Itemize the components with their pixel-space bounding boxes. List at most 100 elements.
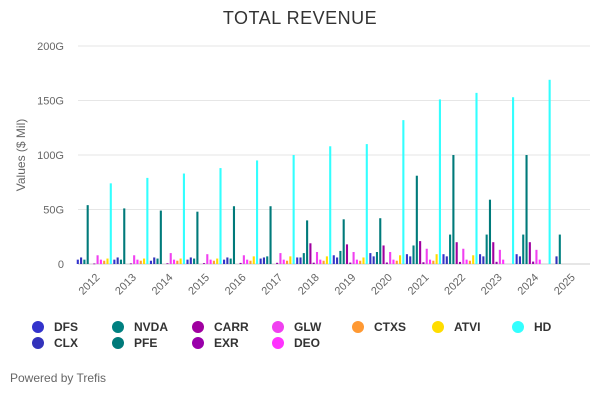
bar-nvda-2024[interactable] <box>522 234 525 264</box>
bar-clx-2020[interactable] <box>372 256 375 264</box>
bar-ctxs-2012[interactable] <box>103 260 106 264</box>
bar-ctxs-2022[interactable] <box>468 260 471 264</box>
bar-exr-2019[interactable] <box>349 262 352 264</box>
bar-dfs-2017[interactable] <box>259 258 262 264</box>
bar-deo-2019[interactable] <box>355 259 358 264</box>
bar-exr-2017[interactable] <box>276 262 279 264</box>
bar-nvda-2018[interactable] <box>302 253 305 264</box>
bar-atvi-2018[interactable] <box>325 256 328 264</box>
bar-atvi-2022[interactable] <box>472 255 475 264</box>
bar-deo-2016[interactable] <box>246 259 249 264</box>
bar-clx-2016[interactable] <box>226 257 229 264</box>
bar-pfe-2017[interactable] <box>269 206 272 264</box>
bar-dfs-2019[interactable] <box>332 255 335 264</box>
bar-ctxs-2020[interactable] <box>395 260 398 264</box>
bar-ctxs-2015[interactable] <box>212 260 215 264</box>
bar-pfe-2015[interactable] <box>196 211 199 264</box>
bar-clx-2014[interactable] <box>153 257 156 264</box>
bar-deo-2014[interactable] <box>172 259 176 264</box>
legend-item-clx[interactable]: CLX <box>32 335 112 351</box>
bar-glw-2023[interactable] <box>498 249 501 264</box>
bar-nvda-2015[interactable] <box>193 258 196 264</box>
bar-clx-2025[interactable] <box>555 256 558 264</box>
bar-atvi-2016[interactable] <box>252 256 255 264</box>
bar-ctxs-2018[interactable] <box>322 260 325 264</box>
bar-glw-2017[interactable] <box>279 253 282 264</box>
bar-nvda-2025[interactable] <box>558 234 561 264</box>
bar-carr-2020[interactable] <box>382 245 385 264</box>
bar-glw-2014[interactable] <box>169 253 172 264</box>
bar-dfs-2018[interactable] <box>296 257 299 264</box>
bar-hd-2014[interactable] <box>182 173 185 264</box>
bar-ctxs-2016[interactable] <box>249 260 252 264</box>
bar-deo-2022[interactable] <box>465 259 468 264</box>
bar-dfs-2021[interactable] <box>405 254 408 264</box>
bar-deo-2012[interactable] <box>99 259 102 264</box>
bar-exr-2022[interactable] <box>458 261 462 264</box>
bar-carr-2021[interactable] <box>419 241 422 264</box>
bar-clx-2024[interactable] <box>518 256 521 264</box>
bar-deo-2017[interactable] <box>282 259 285 264</box>
bar-exr-2021[interactable] <box>422 262 425 264</box>
bar-atvi-2013[interactable] <box>143 258 146 264</box>
bar-clx-2013[interactable] <box>116 257 119 264</box>
bar-exr-2016[interactable] <box>239 262 242 264</box>
bar-pfe-2018[interactable] <box>306 220 309 264</box>
bar-glw-2013[interactable] <box>133 255 136 264</box>
bar-clx-2022[interactable] <box>445 256 448 264</box>
bar-dfs-2015[interactable] <box>186 259 189 264</box>
trefis-credit[interactable]: Powered by Trefis <box>10 371 107 385</box>
bar-nvda-2019[interactable] <box>339 250 342 264</box>
bar-glw-2022[interactable] <box>462 248 465 264</box>
legend-item-hd[interactable]: HD <box>512 319 592 335</box>
bar-deo-2024[interactable] <box>538 259 541 264</box>
bar-clx-2018[interactable] <box>299 257 302 264</box>
bar-pfe-2012[interactable] <box>86 205 89 264</box>
bar-hd-2021[interactable] <box>438 99 441 264</box>
bar-hd-2023[interactable] <box>512 97 515 264</box>
bar-exr-2012[interactable] <box>93 263 96 265</box>
bar-atvi-2012[interactable] <box>106 258 109 264</box>
bar-nvda-2014[interactable] <box>156 258 159 264</box>
legend-item-pfe[interactable]: PFE <box>112 335 192 351</box>
bar-carr-2024[interactable] <box>528 242 531 264</box>
bar-nvda-2020[interactable] <box>375 252 379 264</box>
bar-clx-2017[interactable] <box>262 257 265 264</box>
legend-item-glw[interactable]: GLW <box>272 319 352 335</box>
bar-nvda-2022[interactable] <box>449 234 452 264</box>
bar-pfe-2019[interactable] <box>342 219 345 264</box>
bar-pfe-2014[interactable] <box>159 210 162 264</box>
bar-carr-2018[interactable] <box>309 243 312 264</box>
bar-glw-2018[interactable] <box>315 252 319 264</box>
legend-item-dfs[interactable]: DFS <box>32 319 112 335</box>
bar-dfs-2020[interactable] <box>369 253 372 264</box>
bar-deo-2013[interactable] <box>136 259 139 264</box>
bar-atvi-2014[interactable] <box>179 258 182 264</box>
bar-pfe-2013[interactable] <box>123 208 126 264</box>
bar-clx-2015[interactable] <box>189 257 192 264</box>
bar-clx-2012[interactable] <box>80 257 83 264</box>
bar-clx-2019[interactable] <box>336 257 339 264</box>
bar-deo-2021[interactable] <box>428 259 432 264</box>
bar-pfe-2023[interactable] <box>488 199 492 264</box>
bar-atvi-2015[interactable] <box>216 258 219 264</box>
bar-atvi-2019[interactable] <box>362 257 365 264</box>
bar-ctxs-2014[interactable] <box>176 260 179 264</box>
bar-carr-2019[interactable] <box>345 244 349 264</box>
bar-exr-2015[interactable] <box>202 263 206 264</box>
bar-nvda-2023[interactable] <box>485 234 488 264</box>
bar-ctxs-2021[interactable] <box>432 260 435 264</box>
bar-exr-2024[interactable] <box>532 261 535 264</box>
legend-item-exr[interactable]: EXR <box>192 335 272 351</box>
bar-dfs-2014[interactable] <box>149 260 152 264</box>
bar-atvi-2017[interactable] <box>289 256 292 264</box>
bar-nvda-2017[interactable] <box>266 256 269 264</box>
bar-glw-2024[interactable] <box>535 249 538 264</box>
bar-glw-2012[interactable] <box>96 255 99 264</box>
bar-hd-2024[interactable] <box>548 79 551 264</box>
bar-pfe-2021[interactable] <box>415 175 418 264</box>
bar-dfs-2013[interactable] <box>113 259 116 264</box>
bar-ctxs-2017[interactable] <box>285 260 289 264</box>
bar-ctxs-2013[interactable] <box>139 260 142 264</box>
bar-glw-2019[interactable] <box>352 252 355 264</box>
